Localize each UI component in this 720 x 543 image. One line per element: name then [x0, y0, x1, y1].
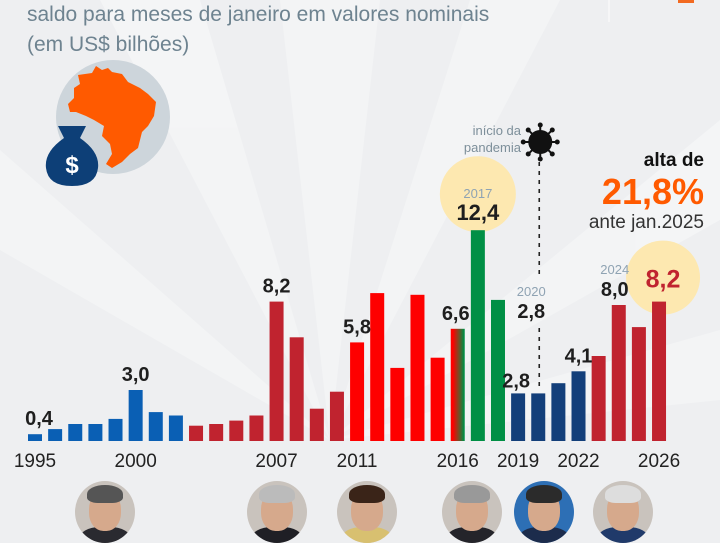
highlight-circle — [626, 240, 701, 315]
x-tick-label-2026: 2026 — [638, 451, 680, 472]
corner-divider — [608, 0, 610, 22]
data-label-2017: 12,4 — [456, 200, 500, 225]
money-bag-icon: $ — [45, 126, 99, 186]
bar-2022 — [571, 371, 586, 441]
bar-2001 — [148, 412, 163, 441]
bar-2007 — [269, 301, 284, 441]
portrait-dilma — [337, 481, 398, 543]
year-tag-2017: 2017 — [463, 186, 492, 201]
year-tag-2020: 2020 — [517, 284, 546, 299]
bar-2016 — [450, 328, 465, 441]
highlight-circle — [439, 156, 516, 233]
growth-suffix: ante jan.2025 — [588, 212, 704, 233]
bar-2005 — [229, 420, 244, 441]
x-tick-label-2011: 2011 — [337, 451, 378, 472]
chart-subtitle: saldo para meses de janeiro em valores n… — [27, 3, 490, 56]
bar-2017 — [470, 230, 485, 441]
bar-2012 — [370, 293, 385, 441]
virus-icon — [520, 122, 560, 162]
pandemic-label: início da pandemia — [463, 123, 521, 155]
x-tick-label-2007: 2007 — [255, 451, 297, 472]
bar-1996 — [48, 429, 63, 441]
illustration: $ — [45, 60, 170, 186]
bar-2021 — [551, 383, 566, 441]
growth-value: 21,8% — [601, 171, 704, 212]
bar-2013 — [390, 367, 405, 441]
bar-2014 — [410, 294, 425, 441]
data-label-2007: 8,2 — [263, 276, 291, 298]
portrait-lula — [246, 481, 307, 543]
bar-2006 — [249, 415, 264, 441]
data-label-2011: 5,8 — [343, 316, 371, 338]
data-label-2026: 8,2 — [646, 266, 681, 294]
data-label-2024: 8,0 — [601, 279, 629, 301]
bar-2008 — [289, 337, 304, 441]
bar-2024 — [611, 305, 626, 441]
bar-1997 — [68, 424, 83, 441]
bar-2010 — [329, 391, 344, 441]
x-tick-label-2019: 2019 — [497, 451, 539, 472]
portrait-bolsonaro — [514, 481, 575, 543]
bar-chart: 1995 2000 2007 2011 2016 2019 2022 2026 0,4 3,0 8,… — [14, 122, 701, 472]
x-tick-label-1995: 1995 — [14, 451, 56, 472]
data-label-2022: 4,1 — [565, 345, 593, 367]
bar-2011 — [350, 342, 365, 441]
bar-2003 — [189, 425, 204, 441]
bar-2026 — [652, 301, 667, 441]
brand-mark — [678, 0, 694, 3]
bar-2020 — [531, 393, 546, 441]
bar-1995 — [28, 434, 42, 441]
bar-2000 — [128, 390, 143, 441]
data-label-2000: 3,0 — [122, 364, 150, 386]
data-label-2020: 2,8 — [517, 301, 545, 323]
bar-1998 — [88, 424, 103, 441]
bar-2015 — [430, 357, 445, 441]
portrait-temer — [441, 481, 502, 543]
x-tick-label-2000: 2000 — [115, 451, 157, 472]
bar-2023 — [591, 356, 606, 441]
growth-prefix: alta de — [643, 150, 704, 171]
brazil-map-icon — [68, 66, 156, 168]
portrait-fhc — [75, 481, 136, 543]
bar-2019 — [511, 393, 526, 441]
bar-1999 — [108, 418, 123, 441]
bar-2002 — [168, 415, 183, 441]
growth-callout: alta de 21,8% ante jan.2025 — [589, 150, 704, 234]
data-label-2019: 2,8 — [502, 370, 530, 392]
data-label-2016: 6,6 — [442, 303, 470, 325]
bar-2018 — [490, 299, 505, 441]
year-tag-2024: 2024 — [600, 262, 629, 277]
dollar-symbol: $ — [65, 152, 79, 179]
bar-2009 — [309, 408, 324, 441]
bar-2004 — [209, 424, 224, 441]
portrait-lula — [592, 481, 653, 543]
x-tick-label-2016: 2016 — [437, 451, 479, 472]
bar-2025 — [631, 327, 646, 441]
data-label-1995: 0,4 — [25, 408, 54, 430]
x-tick-label-2022: 2022 — [557, 451, 599, 472]
